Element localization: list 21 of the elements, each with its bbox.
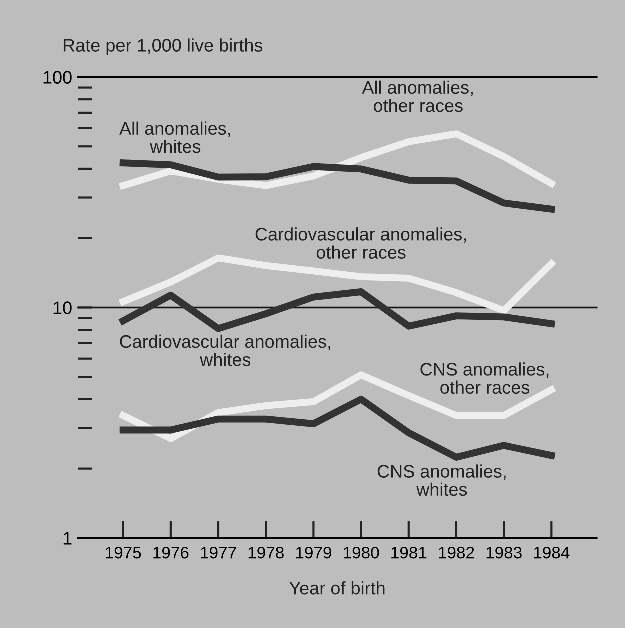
y-axis-title: Rate per 1,000 live births [64, 38, 263, 56]
y-tick-label: 10 [54, 302, 72, 314]
x-tick-label: 1984 [534, 546, 570, 559]
x-tick-label: 1982 [439, 546, 474, 559]
series-label: CNS anomalies, whites [378, 464, 506, 496]
series-label: Cardiovascular anomalies, other races [256, 228, 466, 259]
x-tick-label: 1975 [106, 546, 142, 559]
x-tick-label: 1976 [154, 546, 189, 559]
series-label: CNS anomalies, other races [420, 362, 549, 394]
series-label: All anomalies, other races [362, 80, 473, 112]
series-label: Cardiovascular anomalies, whites [120, 334, 330, 366]
x-axis-title: Year of birth [290, 582, 385, 595]
y-tick-label: 1 [64, 532, 72, 545]
x-tick-label: 1981 [392, 546, 427, 559]
x-tick-label: 1983 [486, 546, 522, 559]
x-tick-label: 1980 [344, 546, 380, 559]
x-tick-label: 1979 [296, 546, 332, 559]
x-tick-label: 1977 [201, 546, 236, 559]
x-tick-label: 1978 [248, 546, 284, 559]
series-label: All anomalies, whites [120, 122, 230, 154]
y-tick-label: 100 [44, 71, 72, 84]
